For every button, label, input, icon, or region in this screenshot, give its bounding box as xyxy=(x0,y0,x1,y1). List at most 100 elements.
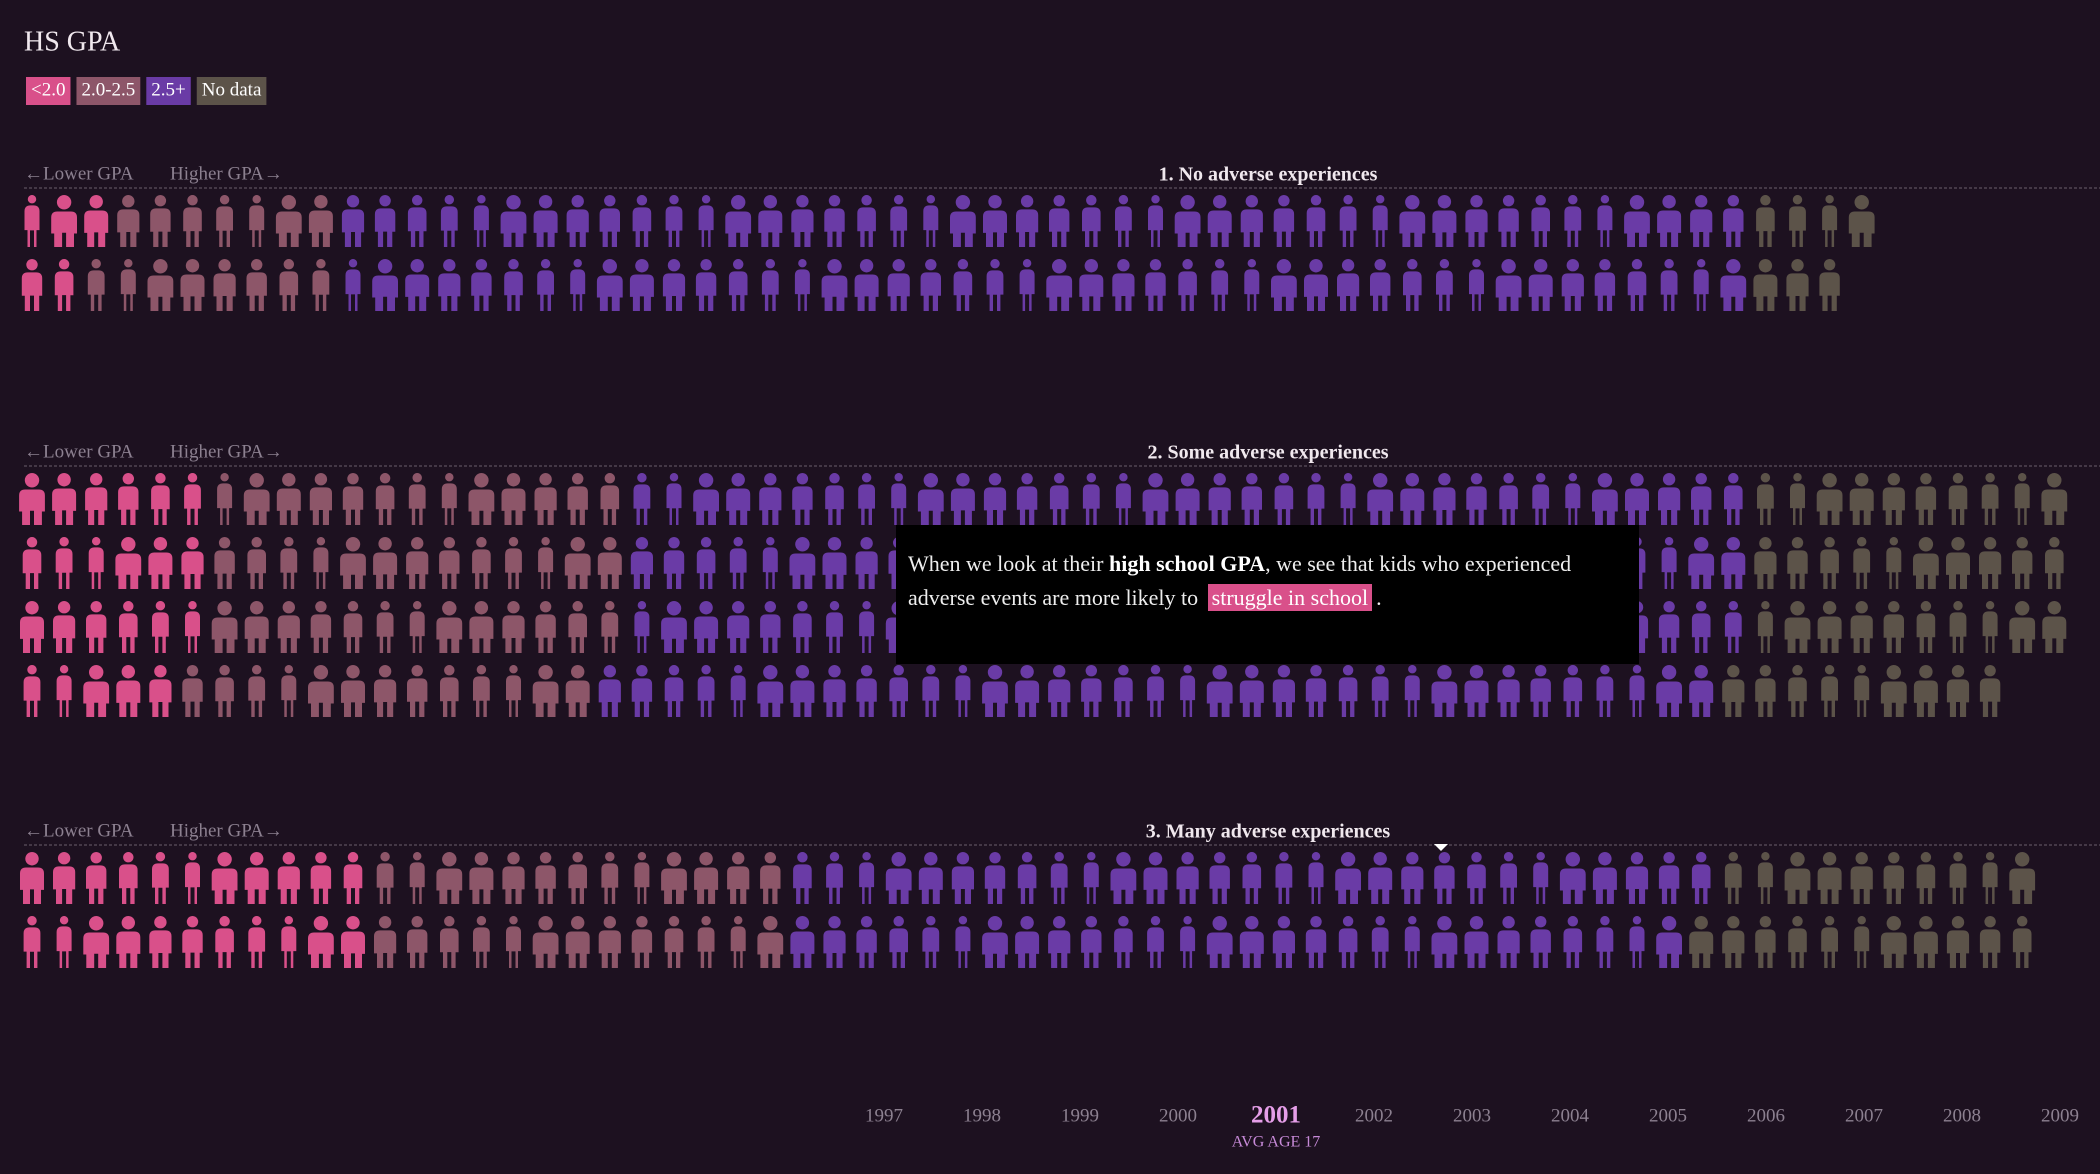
person-figure xyxy=(1721,537,1746,589)
person-figure xyxy=(1691,601,1711,653)
person-figure xyxy=(727,601,750,653)
person-figure xyxy=(1495,259,1522,311)
person-figure xyxy=(1563,916,1583,968)
person-figure xyxy=(51,195,77,247)
person-figure xyxy=(281,665,297,717)
person-figure xyxy=(1049,195,1070,247)
year-label: 2007 xyxy=(1845,1105,1883,1126)
person-figure xyxy=(2014,473,2030,525)
group-title: 3. Many adverse experiences xyxy=(1146,821,1391,843)
person-figure xyxy=(1147,916,1164,969)
person-figure xyxy=(374,195,396,247)
person-figure xyxy=(949,195,976,247)
person-figure xyxy=(984,852,1006,904)
person-figure xyxy=(890,195,908,247)
person-figure xyxy=(1625,852,1649,904)
person-figure xyxy=(52,473,77,525)
person-figure xyxy=(1883,852,1904,904)
person-figure xyxy=(533,195,558,247)
person-figure xyxy=(469,852,494,904)
person-figure xyxy=(56,665,72,717)
person-figure xyxy=(726,473,751,525)
person-figure xyxy=(1755,665,1776,717)
person-figure xyxy=(182,665,203,717)
person-figure xyxy=(248,665,266,718)
person-figure xyxy=(501,473,526,525)
person-figure xyxy=(661,852,687,904)
person-figure xyxy=(1174,195,1201,247)
person-figure xyxy=(472,537,491,589)
person-figure xyxy=(244,601,269,653)
person-figure xyxy=(374,916,397,968)
person-figure xyxy=(1913,665,1938,717)
person-figure xyxy=(1244,259,1260,311)
lower-label: ←Lower GPA xyxy=(24,441,134,462)
person-figure xyxy=(409,601,425,653)
person-figure xyxy=(983,195,1007,247)
year-label: 2009 xyxy=(2041,1105,2079,1126)
person-figure xyxy=(697,916,715,969)
person-figure xyxy=(23,916,41,969)
person-figure xyxy=(1305,916,1327,968)
selected-year: 2001 xyxy=(1251,1102,1301,1129)
person-figure xyxy=(1720,259,1747,311)
person-figure xyxy=(663,537,685,589)
person-figure xyxy=(1499,473,1518,525)
person-figure xyxy=(441,473,457,525)
person-figure xyxy=(664,916,684,968)
higher-label: Higher GPA→ xyxy=(170,163,283,184)
person-figure xyxy=(565,665,590,717)
person-figure xyxy=(1081,665,1102,717)
person-figure xyxy=(1724,852,1742,905)
person-figure xyxy=(1658,852,1680,904)
person-figure xyxy=(856,665,877,717)
person-figure xyxy=(955,665,971,717)
person-figure xyxy=(1946,665,1970,717)
person-figure xyxy=(1656,665,1682,717)
person-figure xyxy=(1271,259,1297,311)
person-figure xyxy=(2012,916,2032,968)
person-figure xyxy=(216,195,233,247)
person-figure xyxy=(375,473,395,525)
person-figure xyxy=(1400,473,1425,525)
person-figure xyxy=(1464,916,1489,968)
person-figure xyxy=(341,665,365,717)
person-figure xyxy=(1178,259,1197,311)
tooltip: When we look at their high school GPA, w… xyxy=(896,525,1639,664)
person-figure xyxy=(1338,665,1358,717)
person-figure xyxy=(1272,665,1295,717)
person-figure xyxy=(473,195,489,247)
person-figure xyxy=(1658,601,1680,653)
person-figure xyxy=(280,537,298,590)
person-figure xyxy=(1046,259,1073,311)
person-figure xyxy=(505,537,522,590)
person-figure xyxy=(1207,195,1232,247)
person-figure xyxy=(1660,259,1678,311)
person-figure xyxy=(152,601,169,654)
person-figure xyxy=(1690,195,1713,247)
person-figure xyxy=(662,259,686,312)
person-figure xyxy=(1206,916,1233,968)
person-figure xyxy=(983,473,1007,525)
person-figure xyxy=(694,852,719,904)
person-figure xyxy=(1853,537,1871,590)
person-figure xyxy=(312,259,330,311)
person-figure xyxy=(54,259,74,311)
person-figure xyxy=(698,195,714,247)
person-figure xyxy=(1340,473,1356,525)
person-figure xyxy=(471,259,492,311)
person-figure xyxy=(826,852,843,905)
person-figure xyxy=(1817,601,1842,653)
group-title: 1. No adverse experiences xyxy=(1159,164,1378,186)
person-figure xyxy=(1979,665,2001,717)
person-figure xyxy=(630,537,653,589)
person-figure xyxy=(308,195,333,247)
person-figure xyxy=(1787,537,1808,589)
person-figure xyxy=(629,259,654,311)
person-figure xyxy=(725,195,752,247)
person-figure xyxy=(1880,916,1907,968)
person-figure xyxy=(730,665,746,717)
person-figure xyxy=(217,473,233,525)
person-figure xyxy=(1145,259,1166,311)
person-figure xyxy=(185,601,200,653)
